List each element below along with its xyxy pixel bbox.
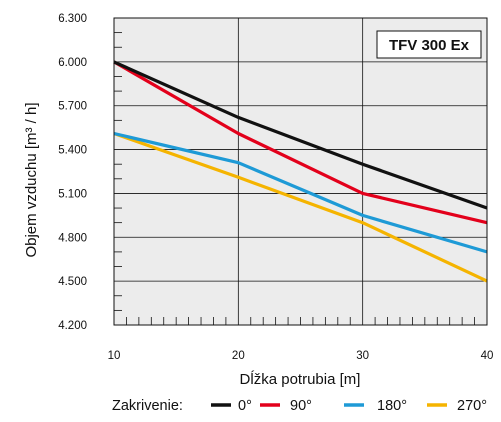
y-axis-title: Objem vzduchu [m³ / h] <box>23 102 40 257</box>
chart-title: TFV 300 Ex <box>389 37 470 54</box>
series-line-0 <box>113 60 488 210</box>
y-tick-label: 5.100 <box>58 188 87 200</box>
series-line-1 <box>113 60 488 225</box>
legend-label: Zakrivenie: <box>112 398 183 414</box>
y-tick-label: 4.800 <box>58 232 87 244</box>
series-line-2 <box>113 131 488 254</box>
y-tick-label: 5.700 <box>58 101 87 113</box>
x-tick-label: 10 <box>108 350 121 362</box>
legend-entry-3: 270° <box>457 398 487 414</box>
y-tick-label: 4.200 <box>58 320 87 332</box>
x-tick-label: 20 <box>232 350 245 362</box>
legend-entry-2: 180° <box>377 398 407 414</box>
series-line-3 <box>113 131 488 283</box>
minor-ticks <box>114 32 475 325</box>
legend-entry-0: 0° <box>238 398 252 414</box>
chart-title-box <box>376 30 482 59</box>
y-tick-label: 4.500 <box>58 276 87 288</box>
legend: Zakrivenie: 0° 90° 180° 270° <box>112 398 487 414</box>
series-lines <box>113 60 488 283</box>
x-tick-labels: 10 20 30 40 <box>108 350 494 362</box>
y-tick-label: 6.300 <box>58 13 87 25</box>
legend-entry-1: 90° <box>290 398 312 414</box>
plot-background <box>114 18 487 325</box>
y-tick-labels: 4.200 4.500 4.800 5.100 5.400 5.700 6.000 6.300 <box>58 13 87 332</box>
y-tick-label: 5.400 <box>58 145 87 157</box>
x-tick-label: 30 <box>356 350 369 362</box>
y-tick-label: 6.000 <box>58 57 87 69</box>
x-axis-title: Dĺžka potrubia [m] <box>240 370 361 388</box>
x-tick-label: 40 <box>481 350 494 362</box>
plot-border <box>113 17 488 326</box>
